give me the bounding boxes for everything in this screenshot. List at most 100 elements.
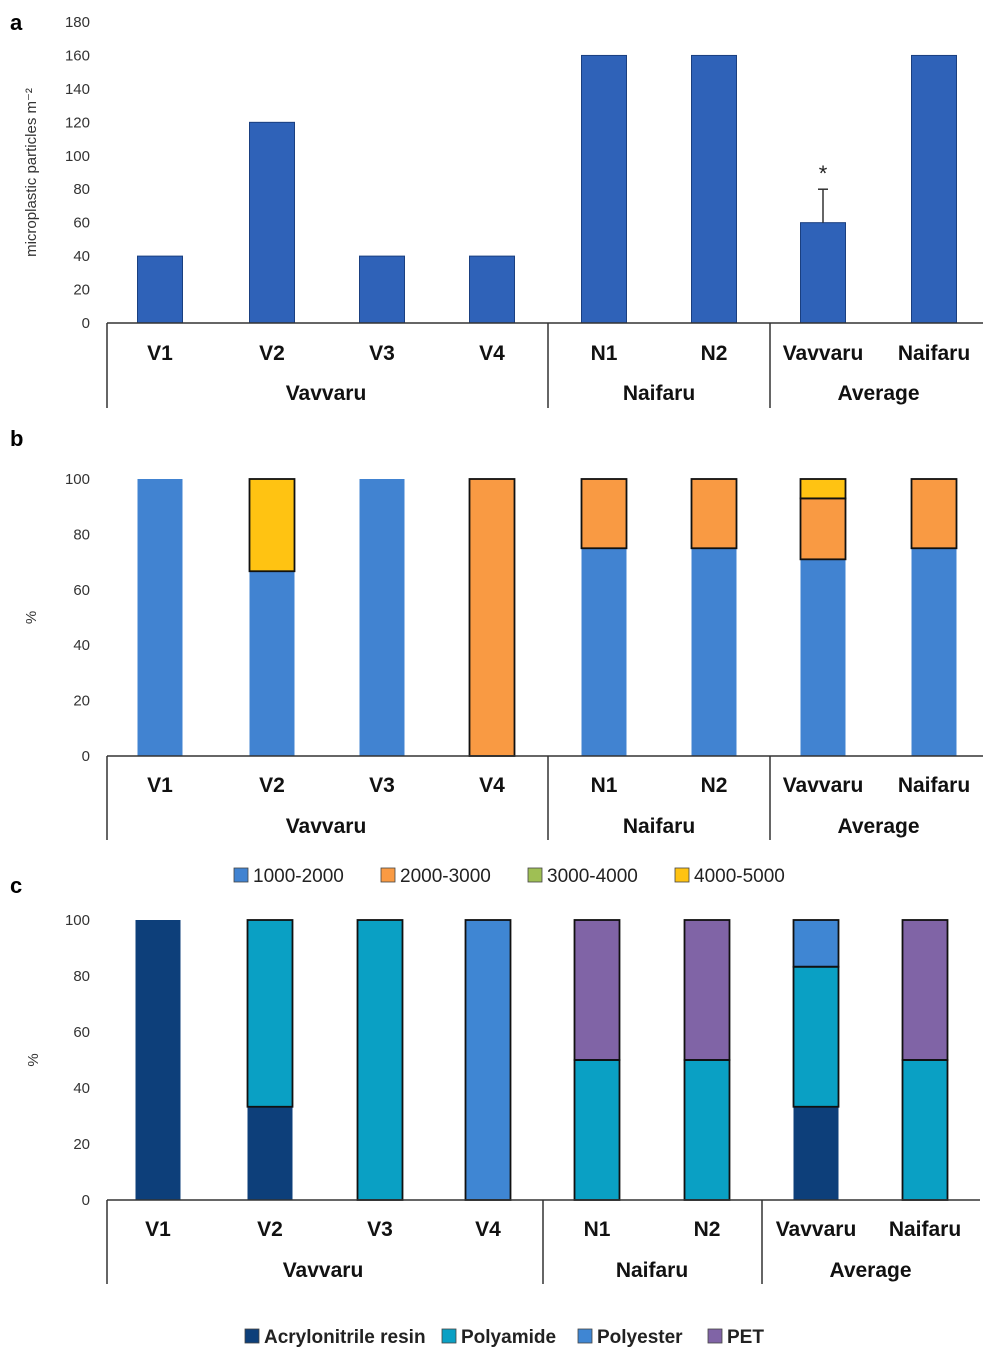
- legend-swatch: [380, 867, 396, 883]
- bar: [359, 255, 405, 324]
- y-tick-label: 100: [65, 471, 90, 488]
- legend-label: Polyester: [597, 1327, 683, 1347]
- y-tick-label: 180: [65, 14, 90, 31]
- legend-swatch: [577, 1328, 593, 1344]
- y-tick-label: 120: [65, 114, 90, 131]
- legend-swatch: [527, 867, 543, 883]
- bar-segment: [902, 920, 948, 1060]
- legend-swatch: [441, 1328, 457, 1344]
- group-label: Naifaru: [623, 815, 695, 838]
- bar: [249, 121, 295, 324]
- y-tick-label: 40: [73, 248, 90, 265]
- bar-segment: [581, 479, 627, 549]
- y-tick-label: 140: [65, 81, 90, 98]
- bar: [581, 54, 627, 324]
- bar-segment: [684, 920, 730, 1060]
- bar: [800, 222, 846, 324]
- bar-segment: [574, 920, 620, 1060]
- x-tick-label: V2: [257, 1218, 283, 1241]
- bar: [469, 255, 515, 324]
- x-tick-label: N2: [701, 774, 728, 797]
- y-tick-label: 60: [73, 1024, 90, 1041]
- group-label: Average: [837, 815, 919, 838]
- bar-segment: [249, 479, 295, 572]
- legend-swatch: [707, 1328, 723, 1344]
- bar-segment: [357, 920, 403, 1200]
- bar-segment-outline: [690, 478, 738, 550]
- x-tick-label: N1: [584, 1218, 611, 1241]
- x-tick-label: N1: [591, 774, 618, 797]
- bar-segment: [581, 548, 627, 756]
- legend-label: 3000-4000: [547, 866, 638, 887]
- group-label: Naifaru: [616, 1259, 688, 1282]
- bar-segment: [684, 1060, 730, 1200]
- legend-label: 4000-5000: [694, 866, 785, 887]
- y-tick-label: 0: [82, 1192, 90, 1209]
- x-tick-label: N2: [694, 1218, 721, 1241]
- bar-segment-outline: [683, 919, 731, 1061]
- legend-swatch: [244, 1328, 260, 1344]
- y-tick-label: 60: [73, 582, 90, 599]
- legend-swatch: [233, 867, 249, 883]
- y-tick-label: 20: [73, 1136, 90, 1153]
- x-tick-label: V4: [475, 1218, 501, 1241]
- x-tick-label: V4: [479, 342, 505, 365]
- bar-segment: [135, 920, 181, 1200]
- y-axis-label: microplastic particles m⁻²: [23, 88, 40, 257]
- y-tick-label: 100: [65, 148, 90, 165]
- bar-segment: [793, 966, 839, 1107]
- bar-segment-outline: [901, 919, 949, 1061]
- y-tick-label: 100: [65, 912, 90, 929]
- bar-segment: [465, 920, 511, 1200]
- bar-segment: [800, 498, 846, 560]
- bar-segment-outline: [792, 919, 840, 968]
- x-tick-label: V2: [259, 342, 285, 365]
- bar: [691, 54, 737, 324]
- bar-segment: [359, 479, 405, 756]
- x-tick-label: Vavvaru: [783, 774, 864, 797]
- y-axis-label: %: [25, 1053, 42, 1066]
- group-label: Vavvaru: [286, 382, 367, 405]
- x-tick-label: V2: [259, 774, 285, 797]
- x-tick-label: N1: [591, 342, 618, 365]
- bar-segment: [469, 479, 515, 756]
- group-label: Average: [829, 1259, 911, 1282]
- legend-label: PET: [727, 1327, 764, 1347]
- bar: [137, 255, 183, 324]
- x-tick-label: V1: [145, 1218, 171, 1241]
- legend-label: 1000-2000: [253, 866, 344, 887]
- y-tick-label: 20: [73, 693, 90, 710]
- y-tick-label: 160: [65, 47, 90, 64]
- bar-segment: [574, 1060, 620, 1200]
- x-tick-label: Vavvaru: [783, 342, 864, 365]
- bar-segment-outline: [573, 919, 621, 1061]
- bar: [911, 54, 957, 324]
- bar-segment-outline: [910, 478, 958, 550]
- bar-segment: [793, 1106, 839, 1200]
- bar-segment-outline: [248, 478, 296, 573]
- y-tick-label: 60: [73, 215, 90, 232]
- x-tick-label: V1: [147, 342, 173, 365]
- bar-segment: [911, 548, 957, 756]
- x-tick-label: V1: [147, 774, 173, 797]
- legend-label: Acrylonitrile resin: [264, 1327, 426, 1347]
- panel-label: c: [10, 873, 22, 898]
- x-tick-label: Naifaru: [889, 1218, 961, 1241]
- y-axis-label: %: [23, 611, 40, 624]
- group-label: Naifaru: [623, 382, 695, 405]
- x-tick-label: Vavvaru: [776, 1218, 857, 1241]
- y-tick-label: 80: [73, 181, 90, 198]
- panel-label: b: [10, 426, 23, 451]
- bar-segment: [691, 548, 737, 756]
- legend-swatch: [674, 867, 690, 883]
- bar-segment-outline: [580, 478, 628, 550]
- bar-segment: [902, 1060, 948, 1200]
- y-tick-label: 80: [73, 526, 90, 543]
- x-tick-label: N2: [701, 342, 728, 365]
- y-tick-label: 20: [73, 282, 90, 299]
- x-tick-label: Naifaru: [898, 774, 970, 797]
- y-tick-label: 0: [82, 748, 90, 765]
- y-tick-label: 0: [82, 315, 90, 332]
- group-label: Average: [837, 382, 919, 405]
